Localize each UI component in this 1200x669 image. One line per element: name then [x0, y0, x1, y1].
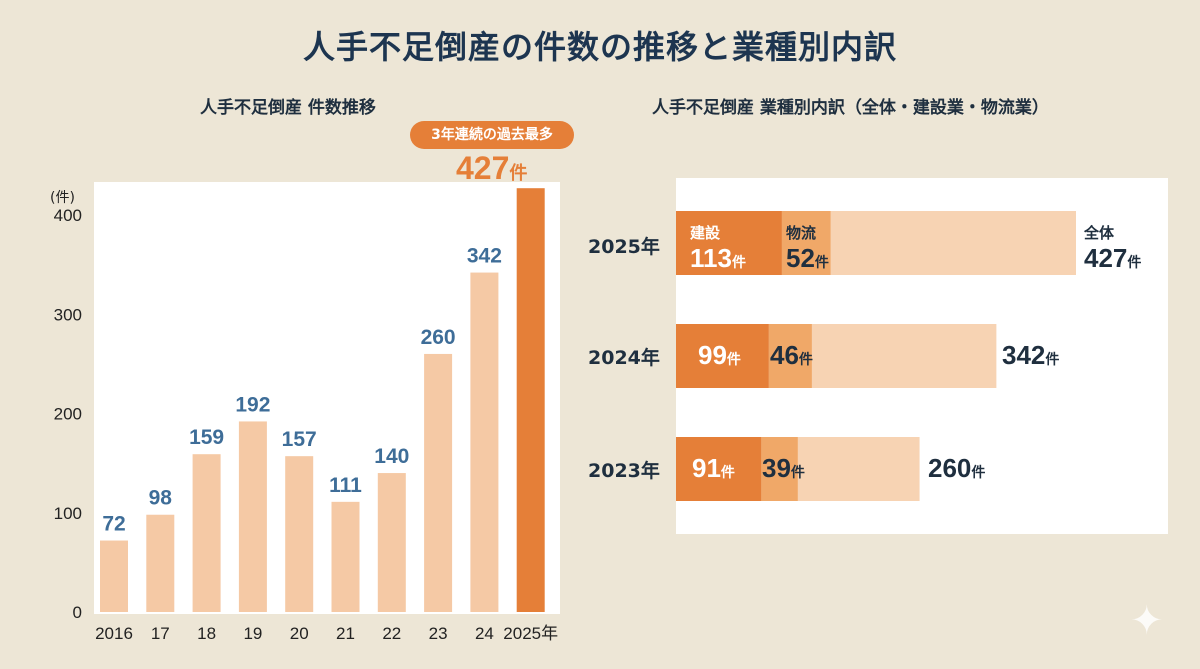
bar-value-label: 192 [235, 393, 270, 416]
unit: 件 [790, 465, 805, 481]
unit: 件 [1127, 255, 1142, 271]
row-year-2025: 2025年 [588, 236, 660, 258]
x-tick-label: 18 [197, 624, 216, 643]
construction-2025-text: 建設 113件 [690, 222, 746, 274]
bar [331, 501, 360, 612]
construction-2023-value: 91 [692, 453, 721, 483]
construction-bar [676, 211, 782, 275]
logistics-2023-text: 39件 [762, 453, 805, 484]
construction-bar [676, 324, 769, 388]
construction-2023-text: 91件 [692, 453, 735, 484]
construction-caption: 建設 [690, 224, 721, 242]
bar [377, 473, 406, 612]
total-2025-text: 全体 427件 [1084, 222, 1141, 274]
x-tick-label: 23 [429, 624, 448, 643]
bar-value-label: 260 [421, 326, 456, 349]
bar [238, 421, 267, 612]
highlight-total-value: 427 [456, 150, 510, 186]
total-2023-value: 260 [928, 453, 972, 483]
logistics-2025-text: 物流 52件 [786, 222, 829, 274]
construction-2024-value: 99 [698, 340, 727, 370]
y-tick-label: 0 [73, 603, 82, 622]
sparkle-icon: ✦ [1130, 598, 1164, 644]
y-axis-unit: (件) [50, 190, 75, 206]
logistics-2025-value: 52 [786, 243, 815, 273]
logistics-bar [768, 324, 812, 388]
unit: 件 [726, 352, 741, 368]
bar-value-label: 98 [149, 487, 173, 510]
logistics-bar [781, 211, 831, 275]
logistics-2024-text: 46件 [770, 340, 813, 371]
y-tick-label: 400 [54, 206, 82, 225]
highlight-total-unit: 件 [509, 163, 528, 184]
bar [470, 272, 499, 612]
y-tick-label: 100 [54, 504, 82, 523]
bar [146, 514, 175, 612]
total-2024-value: 342 [1002, 340, 1046, 370]
construction-bar [676, 437, 762, 501]
construction-2024-text: 99件 [698, 340, 741, 371]
bar-value-label: 157 [282, 428, 317, 451]
highlight-total: 427件 [456, 150, 527, 187]
bar-value-label: 342 [467, 245, 502, 268]
x-tick-label: 20 [290, 624, 309, 643]
logistics-caption: 物流 [786, 224, 817, 242]
record-badge: 3年連続の過去最多 [410, 121, 574, 149]
x-tick-label: 22 [382, 624, 401, 643]
bar-chart-title: 人手不足倒産 件数推移 [200, 98, 376, 118]
y-tick-label: 300 [54, 305, 82, 324]
x-tick-label: 24 [475, 624, 494, 643]
x-tick-label: 21 [336, 624, 355, 643]
total-2024-text: 342件 [1002, 340, 1059, 371]
y-tick-label: 200 [54, 405, 82, 424]
breakdown-chart-title: 人手不足倒産 業種別内訳（全体・建設業・物流業） [652, 98, 1049, 118]
page-title: 人手不足倒産の件数の推移と業種別内訳 [302, 28, 897, 66]
logistics-2024-value: 46 [770, 340, 799, 370]
unit: 件 [1045, 352, 1060, 368]
x-tick-label: 17 [151, 624, 170, 643]
unit: 件 [731, 255, 746, 271]
construction-2025-value: 113 [690, 243, 732, 273]
unit: 件 [720, 465, 735, 481]
bar-value-label: 140 [374, 445, 409, 468]
x-tick-label: 2025年 [503, 624, 558, 643]
total-2025-value: 427 [1084, 243, 1128, 273]
bar-value-label: 111 [329, 474, 362, 497]
x-tick-label: 2016 [95, 624, 133, 643]
bar [424, 353, 453, 612]
bar-value-label: 159 [189, 426, 224, 449]
logistics-2023-value: 39 [762, 453, 791, 483]
bar [192, 454, 221, 612]
row-year-2023: 2023年 [588, 460, 660, 482]
unit: 件 [814, 255, 829, 271]
bar [516, 188, 545, 612]
logistics-bar [761, 437, 798, 501]
bar-value-label: 72 [102, 513, 125, 536]
row-year-2024: 2024年 [588, 347, 660, 369]
total-caption: 全体 [1084, 224, 1115, 242]
unit: 件 [798, 352, 813, 368]
bar [100, 540, 128, 612]
unit: 件 [971, 465, 986, 481]
x-tick-label: 19 [243, 624, 262, 643]
total-2023-text: 260件 [928, 453, 985, 484]
bar [285, 456, 314, 612]
